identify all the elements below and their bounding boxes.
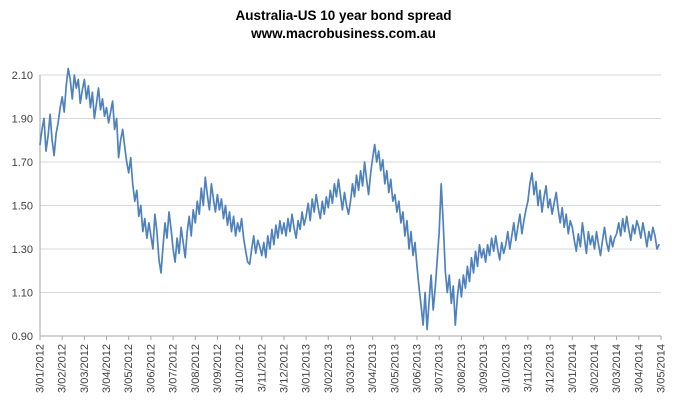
x-tick-label: 3/04/2014	[633, 344, 645, 393]
y-tick-label: 1.50	[12, 201, 33, 213]
y-tick-label: 2.10	[12, 70, 33, 82]
x-tick-label: 3/02/2013	[323, 344, 335, 393]
x-tick-label: 3/06/2012	[145, 344, 157, 393]
x-tick-label: 3/04/2012	[101, 344, 113, 393]
x-tick-label: 3/11/2012	[256, 344, 268, 392]
x-tick-label: 3/06/2013	[412, 344, 424, 393]
x-tick-label: 3/01/2013	[301, 344, 313, 393]
x-tick-label: 3/02/2014	[589, 344, 601, 393]
x-tick-label: 3/07/2012	[168, 344, 180, 393]
x-tick-label: 3/04/2013	[367, 344, 379, 393]
y-tick-label: 1.90	[12, 114, 33, 126]
x-tick-label: 3/03/2014	[611, 344, 623, 393]
y-tick-label: 1.70	[12, 157, 33, 169]
y-tick-label: 1.10	[12, 288, 33, 300]
x-tick-label: 3/05/2012	[123, 344, 135, 393]
y-tick-label: 0.90	[12, 331, 33, 343]
x-tick-label: 3/12/2013	[545, 344, 557, 393]
x-tick-label: 3/10/2013	[500, 344, 512, 393]
chart-title: Australia-US 10 year bond spread	[235, 8, 452, 23]
chart-subtitle: www.macrobusiness.com.au	[251, 26, 436, 41]
x-tick-label: 3/03/2013	[345, 344, 357, 393]
x-tick-label: 3/10/2012	[234, 344, 246, 393]
x-tick-label: 3/01/2012	[35, 344, 47, 393]
x-tick-label: 3/09/2012	[212, 344, 224, 393]
x-tick-label: 3/12/2012	[279, 344, 291, 393]
y-tick-label: 1.30	[12, 244, 33, 256]
series-line	[39, 67, 660, 331]
x-tick-label: 3/07/2013	[434, 344, 446, 393]
x-tick-label: 3/02/2012	[57, 344, 69, 393]
x-tick-label: 3/01/2014	[567, 344, 579, 393]
x-tick-label: 3/05/2013	[389, 344, 401, 393]
x-tick-label: 3/08/2013	[456, 344, 468, 393]
x-tick-label: 3/03/2012	[79, 344, 91, 393]
x-tick-label: 3/08/2012	[190, 344, 202, 393]
x-tick-label: 3/09/2013	[478, 344, 490, 393]
x-tick-label: 3/11/2013	[522, 344, 534, 392]
x-tick-label: 3/05/2014	[656, 344, 668, 393]
